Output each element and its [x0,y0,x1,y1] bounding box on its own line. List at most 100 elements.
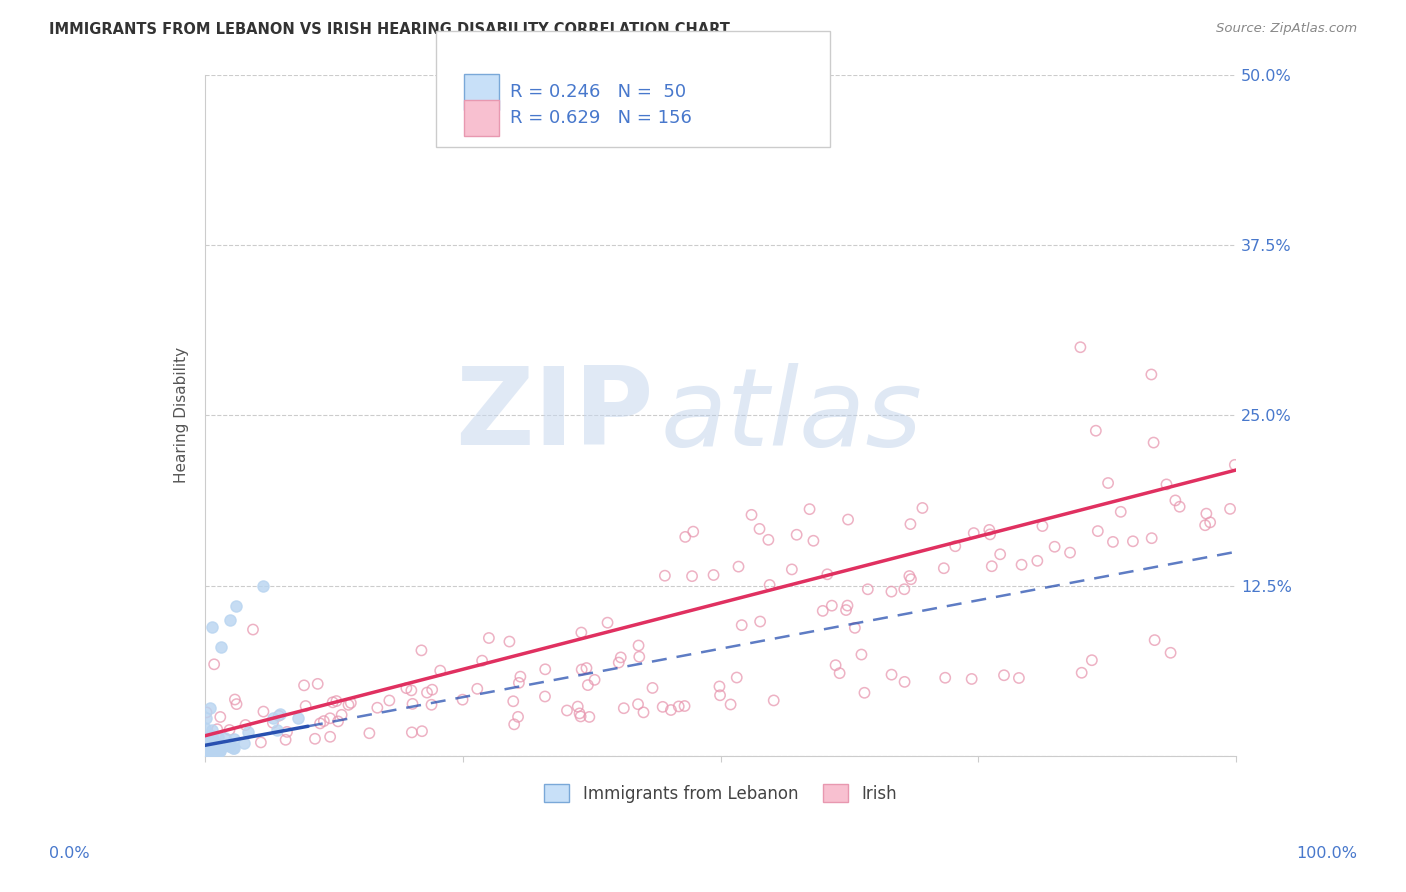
Point [219,613,242,627]
Point [749,615,772,629]
Point [815,567,838,582]
Point [1168,500,1191,514]
Point [201,736,224,750]
Point [575,661,598,675]
Point [276,725,298,739]
Point [993,668,1015,682]
Point [741,508,763,522]
Point [844,621,866,635]
Point [207,730,229,744]
Point [201,733,224,747]
Point [758,578,780,592]
Point [207,742,229,756]
Point [218,723,240,737]
Point [668,699,690,714]
Point [201,729,224,743]
Point [233,736,256,750]
Point [613,701,636,715]
Point [195,743,218,757]
Point [465,681,488,696]
Point [1195,507,1218,521]
Point [799,502,821,516]
Point [194,732,217,747]
Point [1140,368,1163,382]
Point [786,527,808,541]
Point [681,569,703,583]
Point [252,705,274,719]
Point [195,748,218,763]
Point [250,735,273,749]
Point [401,683,423,698]
Point [225,697,247,711]
Point [322,695,344,709]
Point [1142,435,1164,450]
Point [502,694,524,708]
Point [195,747,218,762]
Point [208,743,231,757]
Point [1199,516,1222,530]
Point [610,650,633,665]
Point [628,649,651,664]
Point [204,737,226,751]
Point [607,656,630,670]
Point [727,559,749,574]
Point [1026,554,1049,568]
Point [429,664,451,678]
Point [1102,535,1125,549]
Point [197,747,219,762]
Point [1097,475,1119,490]
Point [267,708,290,723]
Point [262,711,284,725]
Point [837,599,859,613]
Point [567,699,589,714]
Text: Source: ZipAtlas.com: Source: ZipAtlas.com [1216,22,1357,36]
Point [748,522,770,536]
Point [416,685,439,699]
Legend: Immigrants from Lebanon, Irish: Immigrants from Lebanon, Irish [537,778,904,809]
Point [627,697,650,711]
Point [780,562,803,576]
Point [325,694,347,708]
Point [498,634,520,648]
Point [1087,524,1109,538]
Point [266,723,288,737]
Point [201,723,224,737]
Point [420,682,443,697]
Point [195,745,218,759]
Point [214,731,236,745]
Point [201,620,224,634]
Point [222,731,245,746]
Point [583,673,606,687]
Point [824,658,846,673]
Point [627,639,650,653]
Point [1069,340,1091,354]
Point [194,748,217,763]
Point [821,599,844,613]
Point [703,568,725,582]
Point [340,696,363,710]
Point [934,671,956,685]
Point [330,707,353,722]
Point [508,676,530,690]
Point [1164,493,1187,508]
Point [287,711,309,725]
Point [720,698,742,712]
Point [195,747,218,761]
Y-axis label: Hearing Disability: Hearing Disability [174,347,188,483]
Point [225,599,247,614]
Point [893,674,915,689]
Point [294,698,316,713]
Point [893,582,915,597]
Point [851,648,873,662]
Point [218,739,240,753]
Point [568,706,591,721]
Point [198,743,221,757]
Point [880,667,903,681]
Point [932,561,955,575]
Point [979,523,1001,537]
Point [209,640,232,655]
Point [596,615,619,630]
Text: 100.0%: 100.0% [1296,847,1357,861]
Point [1070,665,1092,680]
Point [709,680,731,694]
